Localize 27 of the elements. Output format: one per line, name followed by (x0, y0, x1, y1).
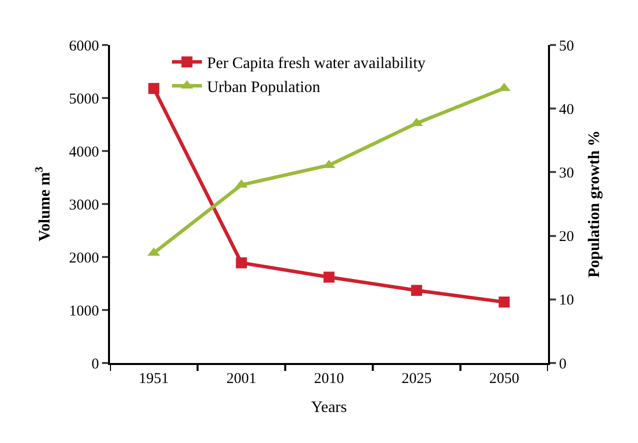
y2-tick-label: 10 (559, 292, 574, 309)
y-tick-label: 2000 (69, 250, 99, 266)
point (411, 284, 422, 296)
y2-axis-title: Population growth % (586, 130, 604, 278)
x-tick-label: 2001 (226, 371, 256, 387)
point (148, 82, 160, 94)
x-axis-title: Years (311, 399, 347, 416)
y2-tick-label: 50 (559, 38, 574, 54)
y2-tick-label: 20 (559, 229, 574, 246)
y2-tick-label: 30 (559, 165, 574, 182)
y-tick-label: 0 (92, 356, 99, 372)
legend-label: Per Capita fresh water availability (206, 55, 426, 72)
y-tick-label: 3000 (69, 197, 99, 214)
x-tick-label: 1951 (138, 371, 169, 387)
x-tick-label: 2050 (489, 371, 520, 387)
legend-label: Urban Population (206, 78, 320, 96)
x-tick-label: 2010 (314, 371, 344, 387)
y-tick-label: 6000 (69, 38, 99, 54)
y-tick-label: 4000 (69, 144, 99, 160)
y-tick-label: 1000 (69, 303, 99, 320)
point (236, 257, 247, 268)
y2-tick-label: 0 (559, 356, 566, 372)
point (324, 272, 334, 283)
y2-tick-label: 40 (559, 102, 574, 118)
point (498, 296, 510, 308)
x-tick-label: 2025 (402, 371, 432, 387)
y-tick-label: 5000 (69, 91, 99, 108)
